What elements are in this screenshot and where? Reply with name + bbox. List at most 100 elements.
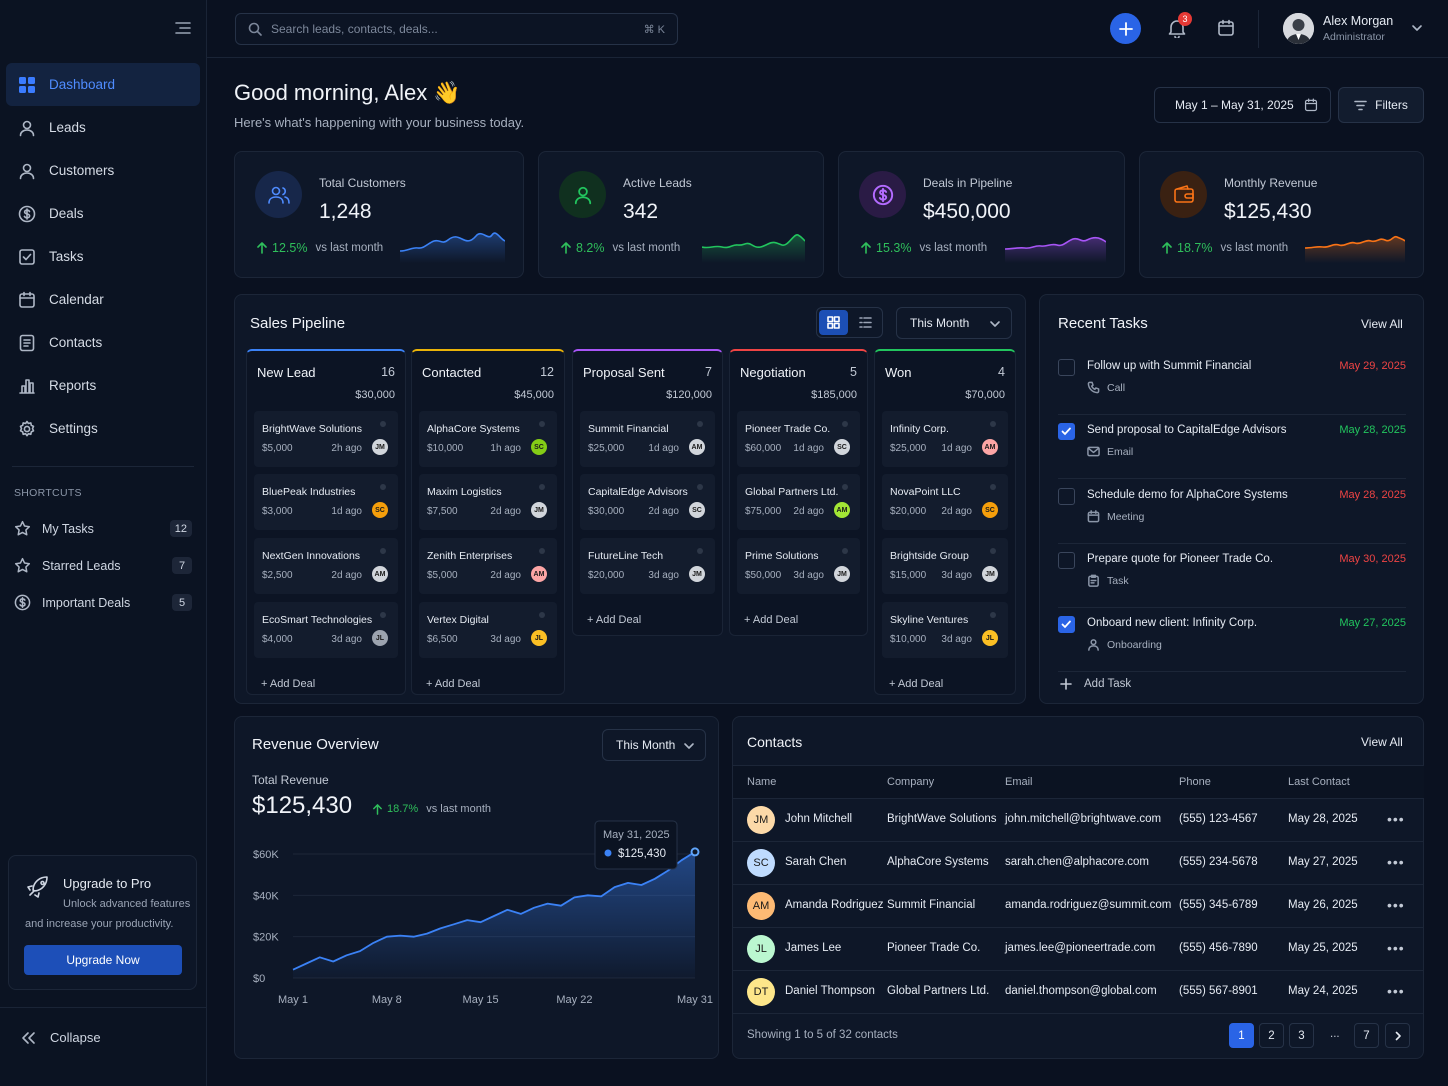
filters-button[interactable]: Filters <box>1338 87 1424 123</box>
period-select[interactable]: This Month <box>896 307 1012 339</box>
deal-card[interactable]: NovaPoint LLC $20,000 2d ago SC <box>882 474 1008 530</box>
task-checkbox[interactable] <box>1058 359 1075 376</box>
drag-handle-icon[interactable] <box>380 484 386 490</box>
search-box[interactable]: ⌘ K <box>235 13 678 45</box>
deal-card[interactable]: BrightWave Solutions $5,000 2h ago JM <box>254 411 398 467</box>
add-deal-button[interactable]: + Add Deal <box>426 678 480 690</box>
shortcut-my-tasks[interactable]: My Tasks 12 <box>14 510 192 547</box>
drag-handle-icon[interactable] <box>539 548 545 554</box>
task-checkbox[interactable] <box>1058 488 1075 505</box>
deal-card[interactable]: Vertex Digital $6,500 3d ago JL <box>419 602 557 658</box>
add-task-button[interactable]: Add Task <box>1060 678 1131 690</box>
drag-handle-icon[interactable] <box>990 612 996 618</box>
task-checkbox[interactable] <box>1058 616 1075 633</box>
sidebar-toggle-icon[interactable] <box>174 20 192 36</box>
drag-handle-icon[interactable] <box>380 548 386 554</box>
calendar-button[interactable] <box>1217 19 1235 37</box>
date-range-picker[interactable]: May 1 – May 31, 2025 <box>1154 87 1331 123</box>
page-button[interactable]: 7 <box>1354 1023 1379 1048</box>
task-checkbox[interactable] <box>1058 423 1075 440</box>
drag-handle-icon[interactable] <box>697 548 703 554</box>
deal-card[interactable]: EcoSmart Technologies $4,000 3d ago JL <box>254 602 398 658</box>
drag-handle-icon[interactable] <box>380 421 386 427</box>
nav-item-reports[interactable]: Reports <box>6 364 200 407</box>
drag-handle-icon[interactable] <box>842 548 848 554</box>
more-options-icon[interactable]: ••• <box>1387 897 1405 913</box>
grid-view-icon[interactable] <box>819 310 848 335</box>
deal-card[interactable]: Summit Financial $25,000 1d ago AM <box>580 411 715 467</box>
table-row[interactable]: AM Amanda Rodriguez Summit Financial amanda… <box>733 885 1424 928</box>
more-options-icon[interactable]: ••• <box>1387 940 1405 956</box>
more-options-icon[interactable]: ••• <box>1387 811 1405 827</box>
drag-handle-icon[interactable] <box>539 612 545 618</box>
chevron-down-icon[interactable] <box>1411 22 1423 34</box>
nav-item-customers[interactable]: Customers <box>6 149 200 192</box>
task-item[interactable]: Follow up with Summit Financial Call May 2… <box>1058 351 1406 415</box>
nav-item-calendar[interactable]: Calendar <box>6 278 200 321</box>
shortcut-starred-leads[interactable]: Starred Leads 7 <box>14 547 192 584</box>
drag-handle-icon[interactable] <box>990 548 996 554</box>
drag-handle-icon[interactable] <box>842 484 848 490</box>
drag-handle-icon[interactable] <box>380 612 386 618</box>
deal-card[interactable]: NextGen Innovations $2,500 2d ago AM <box>254 538 398 594</box>
drag-handle-icon[interactable] <box>539 484 545 490</box>
table-row[interactable]: DT Daniel Thompson Global Partners Ltd. dan… <box>733 971 1424 1014</box>
deal-card[interactable]: Zenith Enterprises $5,000 2d ago AM <box>419 538 557 594</box>
period-select[interactable]: This Month <box>602 729 706 761</box>
table-row[interactable]: SC Sarah Chen AlphaCore Systems sarah.chen@… <box>733 842 1424 885</box>
deal-card[interactable]: Global Partners Ltd. $75,000 2d ago AM <box>737 474 860 530</box>
view-all-link[interactable]: View All <box>1361 735 1403 749</box>
page-button[interactable]: 1 <box>1229 1023 1254 1048</box>
more-options-icon[interactable]: ••• <box>1387 983 1405 999</box>
nav-item-settings[interactable]: Settings <box>6 407 200 450</box>
page-button[interactable]: 3 <box>1289 1023 1314 1048</box>
nav-item-tasks[interactable]: Tasks <box>6 235 200 278</box>
collapse-button[interactable]: Collapse <box>20 1030 101 1045</box>
table-row[interactable]: JL James Lee Pioneer Trade Co. james.lee@pi… <box>733 928 1424 971</box>
drag-handle-icon[interactable] <box>697 484 703 490</box>
deal-card[interactable]: Prime Solutions $50,000 3d ago JM <box>737 538 860 594</box>
shortcut-important-deals[interactable]: Important Deals 5 <box>14 584 192 621</box>
drag-handle-icon[interactable] <box>539 421 545 427</box>
add-deal-button[interactable]: + Add Deal <box>587 614 641 626</box>
nav-item-leads[interactable]: Leads <box>6 106 200 149</box>
add-deal-button[interactable]: + Add Deal <box>889 678 943 690</box>
panel-title: Contacts <box>747 734 803 750</box>
drag-handle-icon[interactable] <box>990 484 996 490</box>
task-item[interactable]: Onboard new client: Infinity Corp. Onboar… <box>1058 608 1406 672</box>
nav-item-deals[interactable]: Deals <box>6 192 200 235</box>
view-all-link[interactable]: View All <box>1361 317 1403 331</box>
deal-card[interactable]: Skyline Ventures $10,000 3d ago JL <box>882 602 1008 658</box>
drag-handle-icon[interactable] <box>697 421 703 427</box>
add-new-button[interactable] <box>1110 13 1141 44</box>
deal-card[interactable]: Pioneer Trade Co. $60,000 1d ago SC <box>737 411 860 467</box>
task-item[interactable]: Prepare quote for Pioneer Trade Co. Task M… <box>1058 544 1406 608</box>
page-button[interactable]: 2 <box>1259 1023 1284 1048</box>
add-deal-button[interactable]: + Add Deal <box>261 678 315 690</box>
upgrade-now-button[interactable]: Upgrade Now <box>24 945 182 975</box>
table-row[interactable]: JM John Mitchell BrightWave Solutions john.… <box>733 799 1424 842</box>
nav-item-contacts[interactable]: Contacts <box>6 321 200 364</box>
nav-label: Deals <box>49 206 84 221</box>
nav-item-dashboard[interactable]: Dashboard <box>6 63 200 106</box>
deal-card[interactable]: Infinity Corp. $25,000 1d ago AM <box>882 411 1008 467</box>
task-item[interactable]: Send proposal to CapitalEdge Advisors Ema… <box>1058 415 1406 479</box>
deal-card[interactable]: Brightside Group $15,000 3d ago JM <box>882 538 1008 594</box>
list-view-icon[interactable] <box>851 310 880 335</box>
deal-card[interactable]: FutureLine Tech $20,000 3d ago JM <box>580 538 715 594</box>
next-page-button[interactable] <box>1385 1023 1410 1048</box>
task-item[interactable]: Schedule demo for AlphaCore Systems Meeti… <box>1058 480 1406 544</box>
deal-card[interactable]: Maxim Logistics $7,500 2d ago JM <box>419 474 557 530</box>
add-deal-button[interactable]: + Add Deal <box>744 614 798 626</box>
task-checkbox[interactable] <box>1058 552 1075 569</box>
more-options-icon[interactable]: ••• <box>1387 854 1405 870</box>
avatar[interactable] <box>1283 13 1314 44</box>
drag-handle-icon[interactable] <box>842 421 848 427</box>
notifications-button[interactable]: 3 <box>1168 12 1192 38</box>
deal-card[interactable]: AlphaCore Systems $10,000 1h ago SC <box>419 411 557 467</box>
deal-value: $6,500 <box>427 634 458 645</box>
search-input[interactable] <box>271 22 644 36</box>
deal-card[interactable]: CapitalEdge Advisors $30,000 2d ago SC <box>580 474 715 530</box>
drag-handle-icon[interactable] <box>990 421 996 427</box>
deal-card[interactable]: BluePeak Industries $3,000 1d ago SC <box>254 474 398 530</box>
